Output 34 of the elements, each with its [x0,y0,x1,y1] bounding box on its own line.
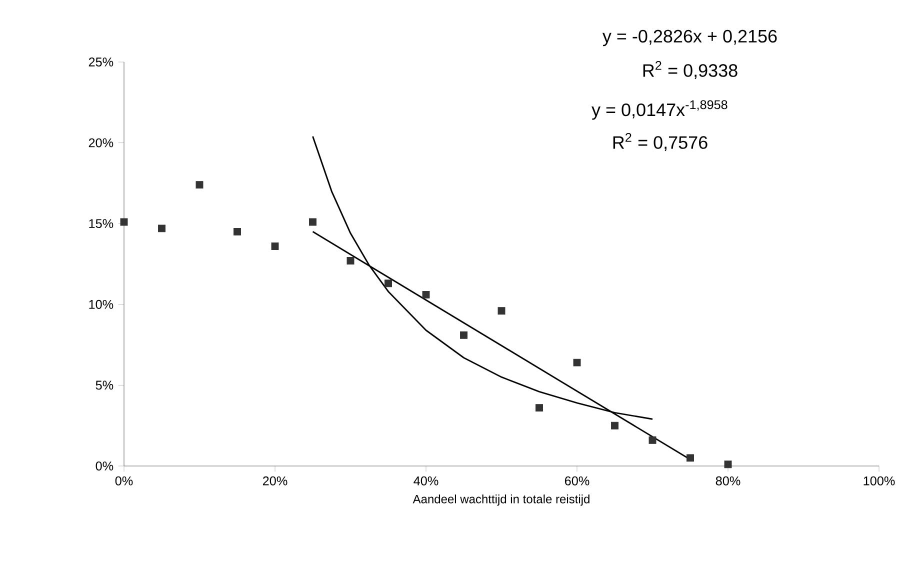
point [686,454,694,462]
y-tick-label: 20% [88,138,114,148]
point [384,280,392,288]
point [309,218,316,226]
x-axis-title: Aandeel wachttijd in totale reistijd [412,494,590,506]
point [724,460,732,468]
x-tick-label: 100% [864,476,895,486]
point [498,307,506,315]
point [422,290,430,298]
y-tick-label: 0% [96,462,114,470]
annotation: R$^{2}$ = 0,7576 [613,132,708,152]
y-tick-label: 25% [88,58,114,66]
point [611,422,618,430]
x-tick-label: 80% [716,476,740,486]
point [536,404,543,412]
annotation: y = 0,0147x$^{-1,8958}$ [592,100,728,120]
x-tick-label: 40% [414,476,438,486]
y-tick-label: 10% [89,300,114,309]
point [271,242,279,250]
x-tick-label: 0% [115,476,133,486]
text: y = -0,2826x + 0,2156 [602,30,777,46]
point [196,181,204,189]
point [158,224,166,232]
point [648,436,656,444]
point [234,228,241,236]
y-tick-label: 15% [89,219,114,228]
point [460,331,468,339]
y-tick-label: 5% [96,380,114,390]
annotation: R$^{2}$ = 0,9338 [643,60,738,80]
point [120,218,128,226]
point [346,257,354,265]
x-tick-label: 60% [564,476,590,486]
x-tick-label: 20% [262,476,288,486]
point [573,358,581,366]
